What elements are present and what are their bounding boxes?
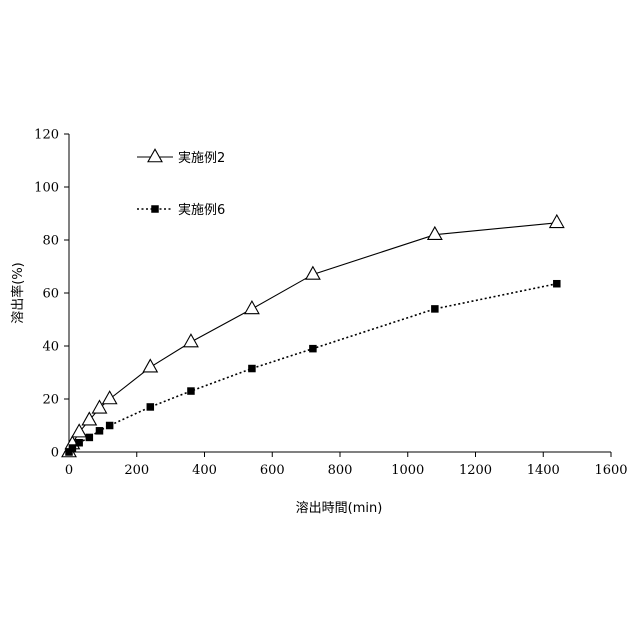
data-point (75, 439, 83, 447)
legend-marker (151, 205, 159, 213)
y-tick-label: 40 (42, 340, 59, 355)
legend-item-1: 実施例2 (137, 149, 225, 166)
legend: 実施例2 実施例6 (137, 149, 225, 218)
legend-label: 実施例2 (178, 150, 225, 166)
data-point (248, 365, 256, 373)
axes (64, 134, 611, 457)
data-point (431, 305, 439, 313)
legend-item-2: 実施例6 (137, 202, 225, 218)
x-tick-label: 800 (328, 463, 353, 478)
series-line (69, 284, 557, 452)
data-point (103, 391, 117, 404)
data-point (553, 280, 561, 288)
tick-labels: 0204060801001200200400600800100012001400… (34, 128, 627, 479)
x-tick-label: 400 (192, 463, 217, 478)
data-point (69, 444, 77, 452)
series-line (69, 223, 557, 452)
data-point (184, 334, 198, 347)
legend-label: 実施例6 (178, 202, 225, 218)
x-tick-label: 1000 (391, 463, 424, 478)
series-2 (65, 280, 560, 456)
x-tick-label: 1600 (594, 463, 627, 478)
y-axis-title: 溶出率(%) (10, 262, 26, 324)
x-tick-label: 200 (124, 463, 149, 478)
data-point (550, 215, 564, 228)
y-tick-label: 60 (42, 287, 59, 302)
x-tick-label: 600 (260, 463, 285, 478)
y-tick-label: 0 (51, 446, 59, 461)
legend-marker (148, 149, 162, 162)
y-tick-label: 120 (34, 128, 59, 143)
x-tick-label: 0 (65, 463, 73, 478)
data-point (86, 434, 94, 442)
series-layer (62, 215, 564, 457)
data-point (96, 427, 104, 435)
x-axis-title: 溶出時間(min) (296, 501, 383, 516)
x-tick-label: 1400 (527, 463, 560, 478)
series-1 (62, 215, 564, 457)
y-tick-label: 20 (42, 393, 59, 408)
y-tick-label: 100 (34, 181, 59, 196)
data-point (147, 403, 155, 411)
data-point (309, 345, 317, 353)
x-tick-label: 1200 (459, 463, 492, 478)
data-point (106, 422, 114, 430)
y-tick-label: 80 (42, 234, 59, 249)
data-point (187, 387, 195, 395)
data-point (245, 301, 259, 314)
data-point (428, 227, 442, 240)
data-point (143, 359, 157, 372)
